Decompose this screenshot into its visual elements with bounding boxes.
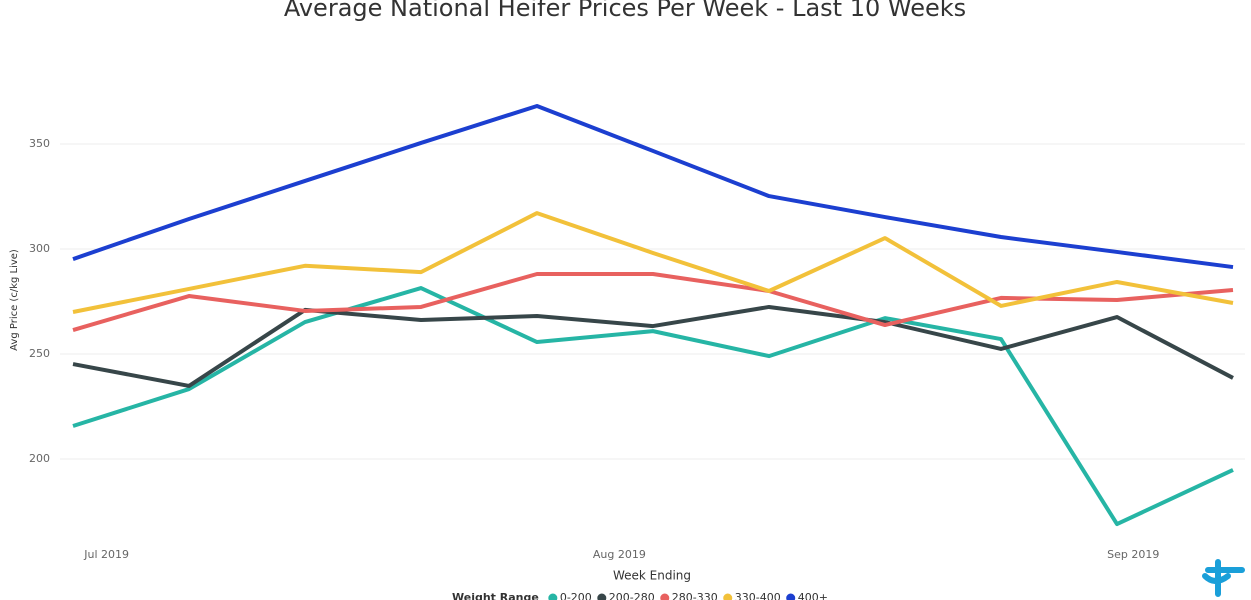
y-tick-label: 350 xyxy=(29,137,50,150)
line-series xyxy=(72,103,1234,270)
legend-swatch xyxy=(597,593,607,600)
x-tick-label: Sep 2019 xyxy=(1107,548,1159,561)
line-series xyxy=(72,304,1234,388)
line-series xyxy=(72,271,1234,332)
chart-title: Average National Heifer Prices Per Week … xyxy=(284,0,966,22)
y-tick-label: 300 xyxy=(29,242,50,255)
legend-swatch xyxy=(660,593,670,600)
legend-swatch xyxy=(786,593,796,600)
legend-label: 0-200 xyxy=(560,591,592,600)
y-axis-title: Avg Price (c/kg Live) xyxy=(9,249,20,351)
legend-label: 400+ xyxy=(798,591,828,600)
x-tick-label: Aug 2019 xyxy=(593,548,646,561)
legend: Weight Range 0-200 200-280 280-330 330-400 40… xyxy=(452,591,828,600)
legend-label: 330-400 xyxy=(735,591,781,600)
legend-swatch xyxy=(548,593,558,600)
y-tick-label: 250 xyxy=(29,347,50,360)
legend-label: 200-280 xyxy=(609,591,655,600)
logo xyxy=(1202,559,1245,597)
legend-title: Weight Range xyxy=(452,591,539,600)
y-tick-label: 200 xyxy=(29,452,50,465)
legend-swatch xyxy=(723,593,733,600)
legend-label: 280-330 xyxy=(672,591,718,600)
x-axis-title: Week Ending xyxy=(613,569,691,583)
x-tick-label: Jul 2019 xyxy=(83,548,129,561)
line-series xyxy=(72,286,1234,527)
line-series xyxy=(72,211,1234,314)
